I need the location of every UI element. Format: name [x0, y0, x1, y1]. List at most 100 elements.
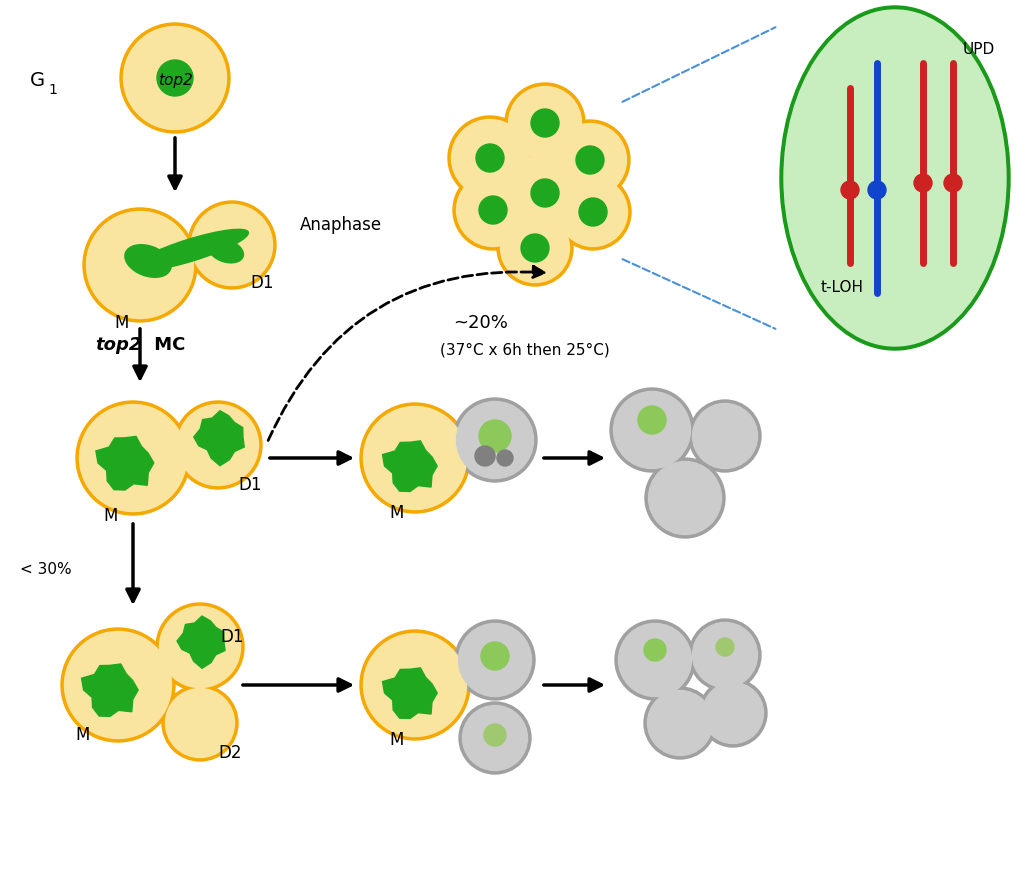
Ellipse shape [124, 245, 171, 277]
Ellipse shape [692, 622, 757, 688]
Ellipse shape [618, 623, 691, 697]
Ellipse shape [363, 406, 466, 510]
Ellipse shape [502, 151, 586, 235]
Ellipse shape [614, 620, 694, 700]
Ellipse shape [648, 461, 720, 535]
Text: top2: top2 [95, 336, 142, 354]
Ellipse shape [87, 212, 194, 318]
Polygon shape [82, 664, 138, 717]
Ellipse shape [609, 388, 693, 472]
Ellipse shape [549, 120, 630, 200]
Text: 1: 1 [48, 83, 57, 97]
Ellipse shape [643, 687, 715, 759]
Text: (37°C x 6h then 25°C): (37°C x 6h then 25°C) [439, 343, 609, 357]
Ellipse shape [83, 208, 197, 322]
Ellipse shape [780, 6, 1009, 350]
Ellipse shape [558, 177, 627, 246]
Text: M: M [75, 726, 90, 744]
Ellipse shape [688, 619, 760, 691]
Circle shape [715, 638, 734, 656]
Ellipse shape [500, 213, 569, 282]
Ellipse shape [457, 401, 533, 478]
Ellipse shape [123, 26, 226, 129]
Circle shape [943, 174, 961, 192]
Ellipse shape [504, 83, 585, 163]
Ellipse shape [133, 229, 249, 271]
Ellipse shape [174, 401, 262, 489]
Circle shape [841, 181, 858, 199]
Ellipse shape [647, 690, 712, 755]
Ellipse shape [363, 634, 466, 737]
Ellipse shape [64, 632, 171, 739]
Circle shape [913, 174, 931, 192]
Ellipse shape [76, 401, 190, 515]
Ellipse shape [508, 87, 581, 159]
Ellipse shape [452, 170, 533, 250]
Ellipse shape [459, 702, 531, 774]
Polygon shape [177, 616, 225, 669]
Ellipse shape [187, 201, 276, 289]
Circle shape [479, 196, 506, 224]
Ellipse shape [159, 607, 240, 688]
Circle shape [484, 724, 505, 746]
Circle shape [157, 60, 193, 96]
Ellipse shape [447, 116, 532, 200]
Text: M: M [104, 507, 118, 525]
Ellipse shape [612, 392, 690, 468]
Polygon shape [96, 436, 154, 490]
Circle shape [579, 198, 606, 226]
Circle shape [531, 179, 558, 207]
Circle shape [475, 446, 494, 466]
Ellipse shape [688, 400, 760, 472]
Polygon shape [382, 668, 437, 718]
Circle shape [637, 406, 665, 434]
Polygon shape [382, 440, 437, 491]
Ellipse shape [79, 405, 186, 511]
Text: D1: D1 [238, 476, 262, 494]
Ellipse shape [496, 210, 573, 286]
Circle shape [521, 234, 548, 262]
Ellipse shape [554, 174, 631, 250]
Ellipse shape [459, 623, 531, 697]
Ellipse shape [462, 705, 527, 771]
Ellipse shape [454, 620, 535, 700]
Ellipse shape [156, 603, 244, 691]
Circle shape [496, 450, 513, 466]
Ellipse shape [553, 123, 626, 197]
Text: ~20%: ~20% [452, 314, 507, 332]
Circle shape [867, 181, 886, 199]
Text: D1: D1 [220, 628, 244, 646]
Ellipse shape [360, 630, 470, 740]
Text: Anaphase: Anaphase [300, 216, 382, 234]
Text: G: G [30, 72, 45, 91]
Text: t-LOH: t-LOH [819, 281, 863, 295]
Ellipse shape [451, 120, 528, 197]
Ellipse shape [360, 403, 470, 513]
Polygon shape [194, 411, 244, 466]
Ellipse shape [61, 628, 175, 742]
Circle shape [643, 639, 665, 661]
Circle shape [481, 642, 508, 670]
Ellipse shape [784, 10, 1005, 346]
Text: UPD: UPD [962, 43, 995, 58]
Ellipse shape [644, 458, 725, 538]
Ellipse shape [698, 679, 766, 747]
Ellipse shape [702, 683, 763, 744]
Text: D1: D1 [250, 274, 273, 292]
Ellipse shape [452, 398, 536, 482]
Text: M: M [389, 731, 404, 749]
Ellipse shape [692, 404, 757, 468]
Circle shape [531, 109, 558, 137]
Ellipse shape [457, 174, 529, 246]
Ellipse shape [177, 405, 258, 485]
Ellipse shape [192, 205, 272, 286]
Ellipse shape [120, 23, 229, 133]
Text: M: M [389, 504, 404, 522]
Ellipse shape [162, 685, 237, 761]
Ellipse shape [165, 689, 234, 758]
Ellipse shape [506, 155, 583, 232]
Text: D2: D2 [218, 744, 242, 762]
Circle shape [576, 146, 603, 174]
Text: M: M [115, 314, 129, 332]
Circle shape [476, 144, 503, 172]
